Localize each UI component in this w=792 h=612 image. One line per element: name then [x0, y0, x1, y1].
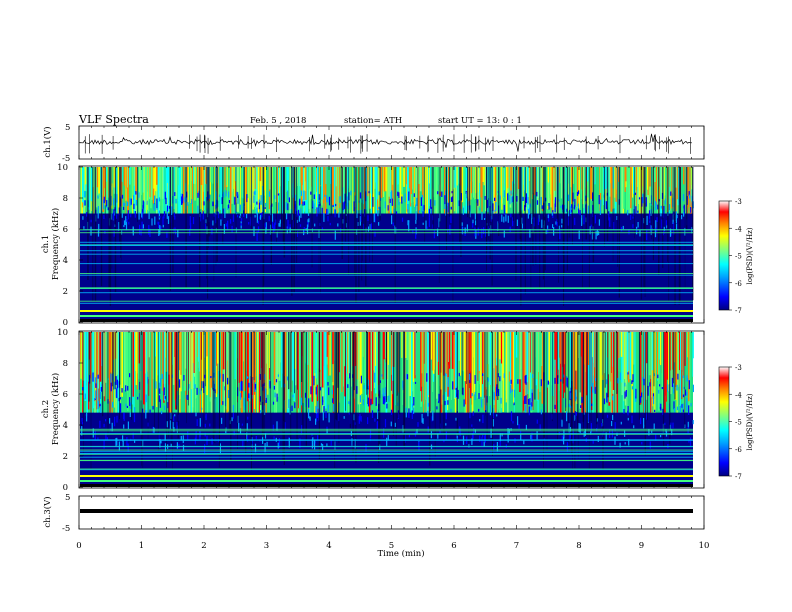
colorbar-tick-label: -3: [735, 364, 742, 372]
spec1-image: [80, 167, 694, 322]
y-tick-label: 8: [63, 359, 68, 369]
colorbar-tick-label: -4: [735, 391, 742, 399]
colorbar-tick-label: -3: [735, 198, 742, 206]
x-tick-label: 9: [639, 541, 644, 551]
y-tick-label: 6: [63, 390, 68, 400]
x-tick-label: 0: [76, 541, 81, 551]
colorbar-2: -3 -4 -5 -6 -7 log(PSD)(V²/Hz): [718, 364, 754, 481]
y-tick-label: 10: [57, 163, 68, 173]
x-tick-label: 8: [576, 541, 581, 551]
ch1-ytick-top: 5: [65, 123, 70, 133]
x-tick-label: 10: [699, 541, 710, 551]
y-tick-label: 4: [63, 421, 68, 431]
spec2-ylabel-ch: ch.2: [41, 400, 51, 418]
ch1-panel: 5 -5 ch.1(V): [42, 123, 705, 164]
start-ut-label: start UT = 13: 0 : 1: [438, 116, 522, 126]
colorbar-tick-label: -7: [735, 307, 742, 315]
x-tick-label: 1: [139, 541, 144, 551]
colorbar-1: -3 -4 -5 -6 -7 log(PSD)(V²/Hz): [718, 198, 754, 315]
x-axis-label: Time (min): [377, 548, 424, 559]
colorbar-tick-label: -6: [735, 280, 742, 288]
ch1-trace: [79, 133, 692, 154]
x-tick-label: 4: [326, 541, 331, 551]
spec1-ylabel: Frequency (kHz): [50, 208, 61, 280]
spec1-panel: 0 2 4 6 8 10 ch.1 Frequency (kHz): [41, 163, 705, 328]
spec2-panel: 0 2 4 6 8 10 ch.2 Frequency (kHz): [41, 328, 705, 493]
y-tick-label: 2: [63, 287, 68, 297]
figure-title: VLF Spectra: [78, 113, 149, 126]
y-tick-label: 10: [57, 328, 68, 338]
spec2-image: [80, 332, 694, 487]
spec1-ylabel-ch: ch.1: [41, 235, 51, 253]
y-tick-label: 8: [63, 194, 68, 204]
x-tick-label: 3: [264, 541, 269, 551]
colorbar-tick-label: -4: [735, 225, 742, 233]
ch3-trace: [80, 509, 693, 513]
colorbar-tick-label: -5: [735, 253, 742, 261]
y-tick-label: 4: [63, 256, 68, 266]
colorbar-tick-label: -5: [735, 419, 742, 427]
colorbar-tick-label: -7: [735, 473, 742, 481]
colorbar-1-label: log(PSD)(V²/Hz): [746, 227, 754, 284]
y-tick-label: 6: [63, 225, 68, 235]
x-tick-label: 2: [201, 541, 206, 551]
colorbar-tick-label: -6: [735, 446, 742, 454]
ch3-ytick-top: 5: [65, 493, 70, 503]
ch1-ylabel: ch.1(V): [42, 126, 53, 157]
colorbar-2-label: log(PSD)(V²/Hz): [746, 393, 754, 450]
date-label: Feb. 5 , 2018: [250, 116, 306, 126]
station-label: station= ATH: [344, 116, 402, 126]
y-tick-label: 2: [63, 452, 68, 462]
ch3-ytick-bottom: -5: [62, 524, 70, 534]
ch1-ytick-bottom: -5: [62, 154, 70, 164]
x-tick-label: 5: [389, 541, 394, 551]
x-tick-label: 7: [514, 541, 519, 551]
y-tick-label: 0: [63, 318, 68, 328]
y-tick-label: 0: [63, 483, 68, 493]
ch3-ylabel: ch.3(V): [42, 496, 53, 527]
spec2-ylabel: Frequency (kHz): [50, 373, 61, 445]
ch3-panel: 5 -5 ch.3(V) 0 1 2 3 4 5 6 7 8 9 10 Time (min): [42, 493, 709, 559]
x-tick-label: 6: [451, 541, 456, 551]
